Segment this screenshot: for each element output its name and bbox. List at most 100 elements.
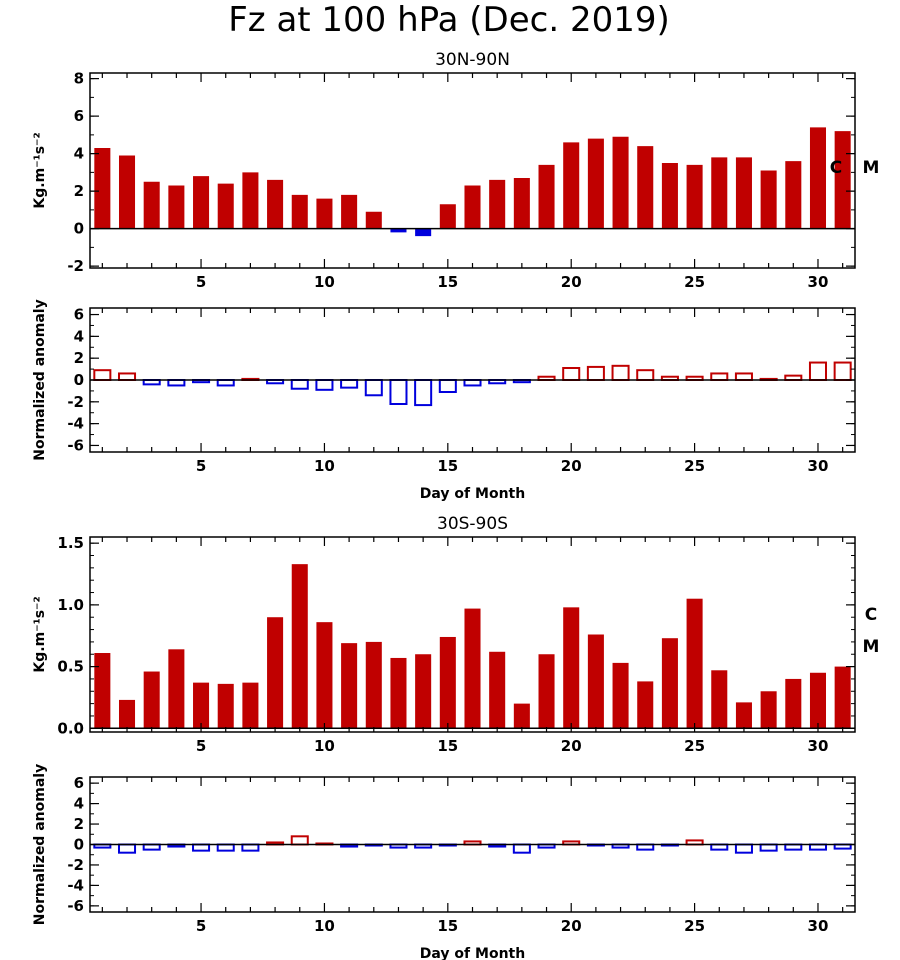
bar-day-5	[192, 843, 211, 852]
y-tick-label: 0	[74, 220, 84, 238]
bar-day-13	[390, 657, 407, 729]
bar-day-25	[686, 164, 703, 229]
x-tick-label: 30	[808, 457, 829, 475]
bar-day-13	[389, 379, 408, 405]
bar-day-3	[142, 843, 161, 851]
bar-day-27	[735, 157, 752, 229]
y-tick-label: 2	[74, 815, 84, 833]
y-axis-label: Kg.m⁻¹s⁻²	[32, 132, 48, 208]
bar-day-28	[760, 691, 777, 729]
y-tick-label: 1.5	[57, 534, 84, 552]
x-tick-label: 15	[437, 457, 458, 475]
bar-day-21	[587, 634, 604, 729]
y-tick-label: -4	[67, 415, 84, 433]
y-tick-label: 0.0	[57, 719, 84, 737]
bar-day-20	[563, 607, 580, 729]
bar-day-14	[414, 379, 433, 407]
bar-day-20	[563, 142, 580, 229]
bar-day-23	[637, 681, 654, 729]
y-tick-label: 2	[74, 349, 84, 367]
x-tick-label: 5	[196, 457, 206, 475]
bar-day-21	[586, 365, 605, 381]
y-tick-label: 0	[74, 836, 84, 854]
y-tick-label: 2	[74, 182, 84, 200]
bar-day-24	[661, 163, 678, 229]
bar-day-19	[538, 654, 555, 729]
bar-day-6	[217, 683, 234, 729]
y-tick-label: 6	[74, 306, 84, 324]
x-tick-label: 25	[684, 737, 705, 755]
bar-day-11	[341, 194, 358, 229]
bar-day-7	[241, 843, 260, 852]
y-tick-label: 4	[74, 327, 84, 345]
bar-day-21	[587, 138, 604, 229]
bar-day-5	[193, 682, 210, 729]
bar-day-30	[809, 672, 827, 729]
bar-day-12	[364, 379, 383, 397]
bar-day-18	[513, 703, 530, 729]
x-tick-label: 20	[561, 917, 582, 935]
bar-day-1	[94, 148, 111, 229]
bar-day-8	[267, 617, 284, 729]
bar-day-22	[612, 662, 629, 729]
y-tick-label: 4	[74, 145, 84, 163]
x-tick-label: 10	[314, 457, 335, 475]
y-tick-label: 0	[74, 371, 84, 389]
bar-day-3	[143, 181, 160, 229]
x-tick-label: 25	[684, 273, 705, 291]
panel-title: 30N-90N	[435, 50, 510, 70]
bar-day-7	[242, 172, 259, 229]
bar-day-15	[439, 636, 456, 729]
bar-day-26	[711, 670, 728, 729]
bar-day-6	[216, 843, 235, 852]
bar-day-2	[118, 155, 136, 229]
bar-day-30	[809, 127, 827, 229]
x-tick-label: 5	[196, 737, 206, 755]
panel-3: 5 10 15 20 25 30 0.0 0.5 1.0 1.5 30S-90S Kg.m⁻¹s⁻² C…	[32, 514, 879, 755]
side-label-c: C	[865, 605, 877, 625]
bar-day-9	[290, 379, 309, 390]
bar-day-7	[242, 682, 259, 729]
bar-day-11	[340, 379, 359, 389]
bar-day-27	[734, 843, 753, 854]
bar-day-10	[316, 622, 333, 729]
bar-day-14	[415, 654, 432, 729]
x-tick-label: 10	[314, 917, 335, 935]
bar-day-9	[291, 564, 308, 729]
y-tick-label: -2	[67, 393, 84, 411]
bar-day-24	[661, 638, 678, 729]
bar-day-27	[734, 372, 753, 382]
bar-day-26	[710, 843, 729, 851]
bar-day-4	[168, 649, 185, 729]
x-tick-label: 30	[808, 737, 829, 755]
x-tick-label: 20	[561, 273, 582, 291]
bar-day-4	[168, 185, 185, 229]
x-tick-label: 10	[314, 737, 335, 755]
bar-day-9	[290, 835, 309, 846]
y-tick-label: 1.0	[57, 596, 84, 614]
bar-day-2	[118, 699, 136, 729]
x-tick-label: 20	[561, 737, 582, 755]
panel-4: 5 10 15 20 25 30 -6 -4 -2 0 2 4 6 Normalized anomaly D…	[32, 764, 856, 960]
bar-day-31	[834, 131, 851, 229]
bar-day-28	[759, 843, 778, 852]
bar-day-30	[808, 843, 828, 851]
y-tick-label: 4	[74, 795, 84, 813]
y-tick-label: -2	[67, 257, 84, 275]
bar-day-15	[438, 379, 457, 393]
bar-day-22	[611, 364, 630, 381]
bar-day-20	[562, 367, 581, 381]
side-label-m: M	[863, 637, 880, 657]
bar-day-2	[117, 372, 137, 382]
x-tick-label: 15	[437, 737, 458, 755]
x-tick-label: 5	[196, 273, 206, 291]
bar-day-23	[636, 843, 655, 851]
bar-day-22	[612, 136, 629, 229]
x-axis-label: Day of Month	[420, 946, 525, 960]
bar-day-28	[760, 170, 777, 229]
bar-day-11	[341, 643, 358, 729]
bar-day-23	[637, 146, 654, 229]
x-tick-label: 25	[684, 917, 705, 935]
panel-2: 5 10 15 20 25 30 -6 -4 -2 0 2 4 6 Normalized anomaly D…	[32, 299, 856, 502]
